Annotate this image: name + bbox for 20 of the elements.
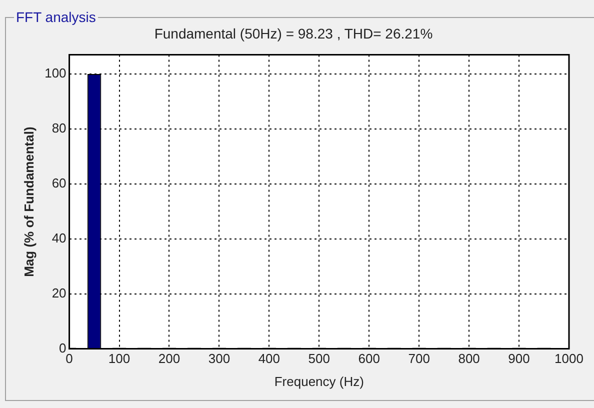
x-tick-label: 100 <box>108 351 130 366</box>
x-tick-label: 700 <box>408 351 430 366</box>
x-axis-title: Frequency (Hz) <box>274 374 364 389</box>
chart-title: Fundamental (50Hz) = 98.23 , THD= 26.21% <box>154 25 433 42</box>
x-tick-label: 900 <box>508 351 530 366</box>
text: FFT analysis <box>14 9 98 25</box>
x-tick-label: 1000 <box>554 351 584 366</box>
x-tick-label: 300 <box>208 351 230 366</box>
y-tick-label: 80 <box>52 120 66 136</box>
y-tick-label: 20 <box>52 285 66 300</box>
y-tick-label: 40 <box>52 230 66 246</box>
y-axis-title: Mag (% of Fundamental) <box>21 126 36 277</box>
y-tick-label: 0 <box>59 340 66 356</box>
x-tick-label: 500 <box>308 351 330 366</box>
x-tick-label: 200 <box>158 351 180 366</box>
x-tick-label: 600 <box>358 351 380 366</box>
x-tick-label: 800 <box>458 351 480 366</box>
x-tick-label: 400 <box>258 351 280 366</box>
y-tick-label: 60 <box>52 176 66 191</box>
y-tick-label: 100 <box>44 66 66 81</box>
